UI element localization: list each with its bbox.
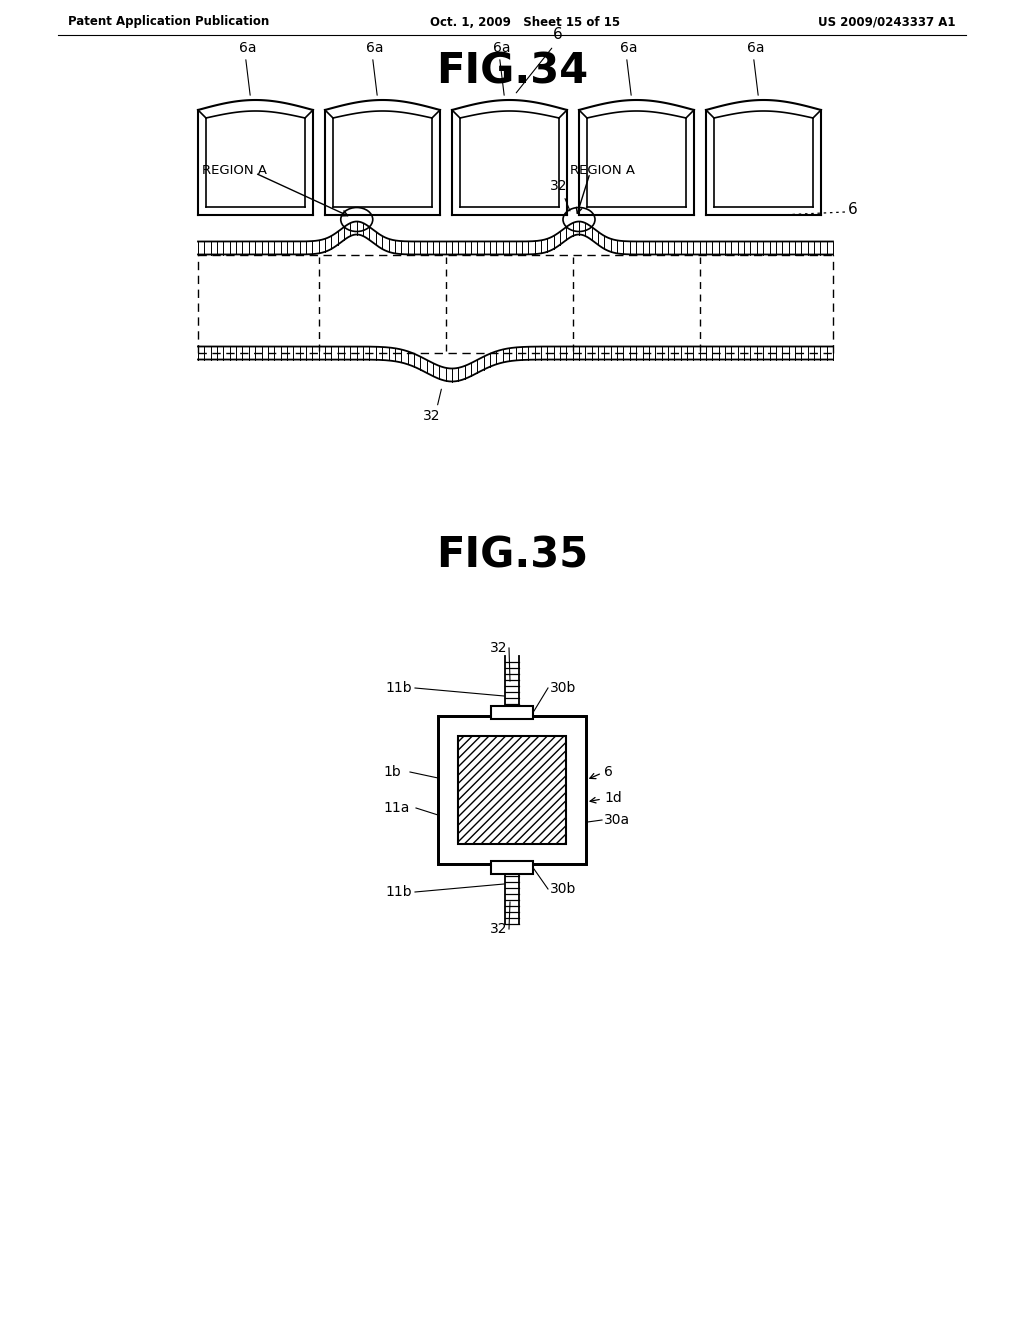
Text: 6a: 6a: [493, 41, 510, 55]
Text: 32: 32: [489, 921, 507, 936]
Text: 11a: 11a: [383, 801, 410, 814]
Text: Oct. 1, 2009   Sheet 15 of 15: Oct. 1, 2009 Sheet 15 of 15: [430, 16, 621, 29]
Text: 6a: 6a: [746, 41, 764, 55]
Bar: [438, 715, 586, 865]
Text: Patent Application Publication: Patent Application Publication: [68, 16, 269, 29]
Text: FIG.34: FIG.34: [436, 51, 588, 92]
Text: 6: 6: [848, 202, 858, 218]
Text: US 2009/0243337 A1: US 2009/0243337 A1: [818, 16, 956, 29]
Text: 11b: 11b: [385, 884, 412, 899]
Text: 32: 32: [550, 180, 567, 193]
Text: 30b: 30b: [550, 681, 577, 696]
Bar: [438, 715, 586, 865]
Text: 32: 32: [489, 642, 507, 655]
Text: REGION A: REGION A: [570, 164, 635, 177]
Bar: [458, 737, 566, 843]
Text: 30a: 30a: [604, 813, 630, 828]
Text: 30b: 30b: [550, 882, 577, 896]
Text: 1d: 1d: [604, 791, 622, 805]
Bar: [490, 861, 534, 874]
Text: 6: 6: [553, 26, 562, 42]
Bar: [490, 706, 534, 719]
Text: 32: 32: [423, 409, 440, 424]
Text: REGION A: REGION A: [202, 164, 267, 177]
Text: FIG.35: FIG.35: [436, 535, 588, 576]
Text: 6a: 6a: [366, 41, 383, 55]
Text: 6a: 6a: [239, 41, 256, 55]
Text: 6a: 6a: [620, 41, 637, 55]
Text: 6: 6: [604, 766, 613, 779]
Text: 11b: 11b: [385, 681, 412, 696]
Text: 1b: 1b: [383, 766, 400, 779]
